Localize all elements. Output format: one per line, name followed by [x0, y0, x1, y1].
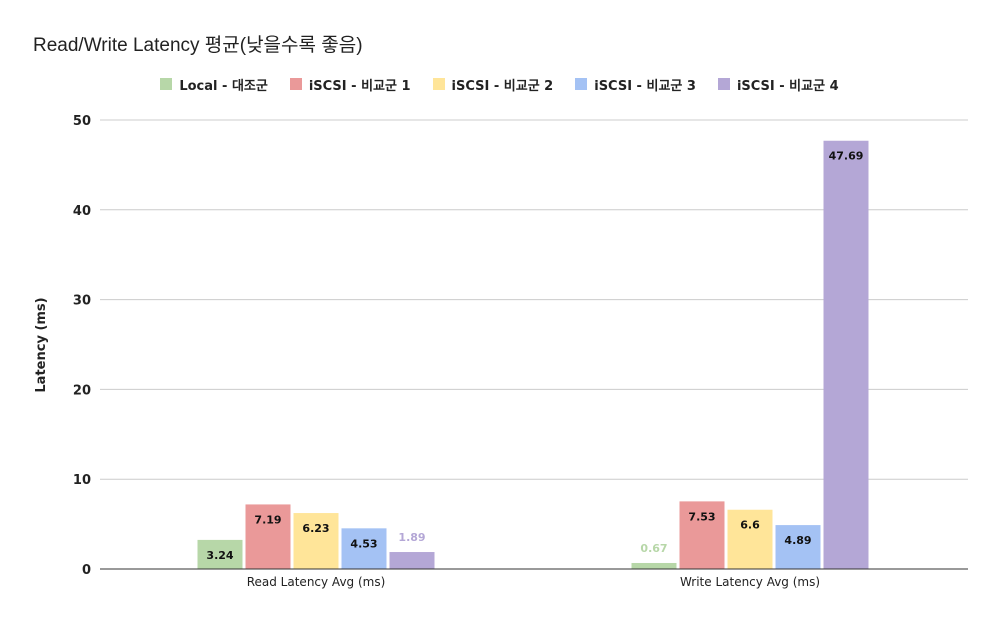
data-label: 1.89	[398, 531, 425, 544]
data-label: 6.6	[740, 519, 760, 532]
legend-label: iSCSI - 비교군 3	[594, 78, 696, 94]
legend-label: iSCSI - 비교군 2	[451, 78, 554, 94]
data-label: 3.24	[206, 549, 233, 562]
legend-swatch	[160, 78, 173, 90]
data-label: 7.19	[254, 513, 281, 526]
bar	[389, 552, 435, 569]
data-label: 47.69	[829, 150, 864, 163]
legend-swatch	[432, 78, 445, 90]
legend: Local - 대조군 iSCSI - 비교군 1 iSCSI - 비교군 2 …	[0, 74, 999, 94]
bar	[245, 504, 291, 569]
bar	[197, 539, 243, 569]
chart-title: Read/Write Latency 평균(낮을수록 좋음)	[33, 35, 363, 56]
bar	[727, 509, 773, 569]
legend-label: iSCSI - 비교군 4	[736, 78, 839, 94]
legend-swatch	[575, 78, 588, 90]
y-tick-label: 20	[73, 383, 91, 398]
data-label: 4.53	[350, 537, 377, 550]
legend-item[interactable]: iSCSI - 비교군 3	[575, 75, 696, 94]
legend-item[interactable]: iSCSI - 비교군 4	[717, 75, 839, 94]
data-label: 0.67	[640, 542, 667, 555]
y-tick-label: 10	[73, 473, 91, 488]
bar	[293, 513, 339, 569]
legend-swatch	[717, 78, 730, 90]
data-label: 4.89	[784, 534, 811, 547]
legend-item[interactable]: iSCSI - 비교군 1	[289, 75, 411, 94]
y-tick-label: 0	[82, 563, 91, 578]
legend-label: Local - 대조군	[179, 78, 268, 94]
x-tick-label: Read Latency Avg (ms)	[247, 575, 386, 589]
data-label: 7.53	[688, 510, 715, 523]
bar	[679, 501, 725, 569]
y-axis-label: Latency (ms)	[34, 297, 49, 392]
legend-swatch	[289, 78, 302, 90]
legend-label: iSCSI - 비교군 1	[308, 78, 411, 94]
legend-item[interactable]: iSCSI - 비교군 2	[432, 75, 554, 94]
y-tick-label: 50	[73, 114, 91, 129]
bar	[823, 140, 869, 569]
bar	[775, 525, 821, 569]
y-tick-label: 40	[73, 204, 91, 219]
bar	[631, 562, 677, 569]
bar	[341, 528, 387, 569]
legend-item[interactable]: Local - 대조군	[160, 75, 268, 94]
y-tick-label: 30	[73, 294, 91, 309]
data-label: 6.23	[302, 522, 329, 535]
x-tick-label: Write Latency Avg (ms)	[680, 575, 820, 589]
